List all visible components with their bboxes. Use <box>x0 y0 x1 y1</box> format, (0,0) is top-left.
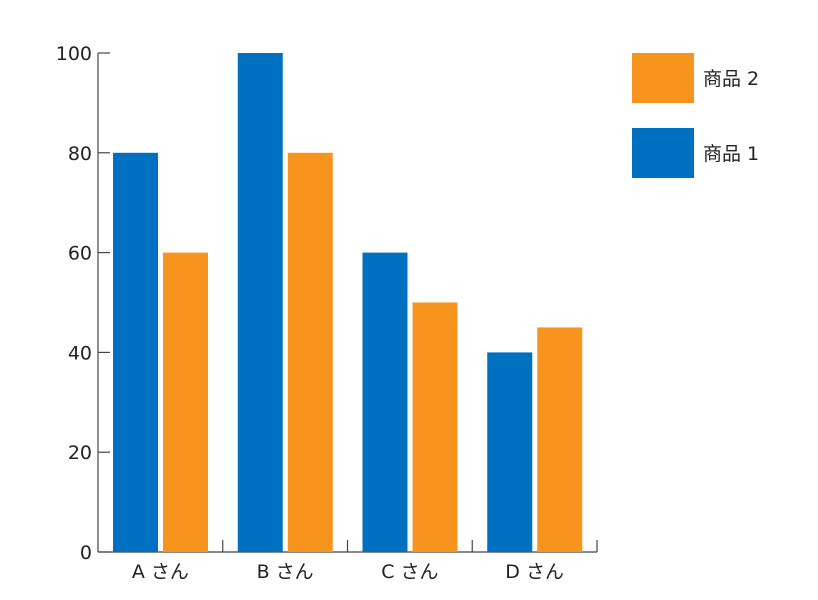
y-tick-label: 80 <box>68 143 92 165</box>
x-tick-label: C さん <box>381 561 438 583</box>
x-tick-label: B さん <box>257 561 314 583</box>
x-axis: A さん B さん C さん D さん <box>98 540 598 583</box>
bar-2 <box>412 302 458 552</box>
legend-swatch <box>632 53 694 103</box>
y-tick-label: 60 <box>68 243 92 265</box>
x-tick-label: D さん <box>505 561 564 583</box>
legend: 商品 2 商品 1 <box>632 53 759 178</box>
x-tick-label: A さん <box>132 561 189 583</box>
y-tick-label: 20 <box>68 442 92 464</box>
bar-1 <box>113 152 158 553</box>
legend-label: 商品 1 <box>703 143 759 165</box>
y-tick-label: 100 <box>56 43 92 65</box>
y-tick-label: 0 <box>80 542 92 564</box>
legend-label: 商品 2 <box>703 68 759 90</box>
bar-1 <box>487 352 533 552</box>
legend-swatch <box>632 128 694 178</box>
y-axis: 0 20 40 60 80 100 <box>56 43 110 564</box>
bar-2 <box>163 252 208 552</box>
bar-1 <box>237 53 283 552</box>
y-tick-label: 40 <box>68 342 92 364</box>
bar-2 <box>287 152 333 553</box>
bar-1 <box>362 252 408 552</box>
bar-2 <box>537 327 583 552</box>
bars <box>113 53 583 553</box>
